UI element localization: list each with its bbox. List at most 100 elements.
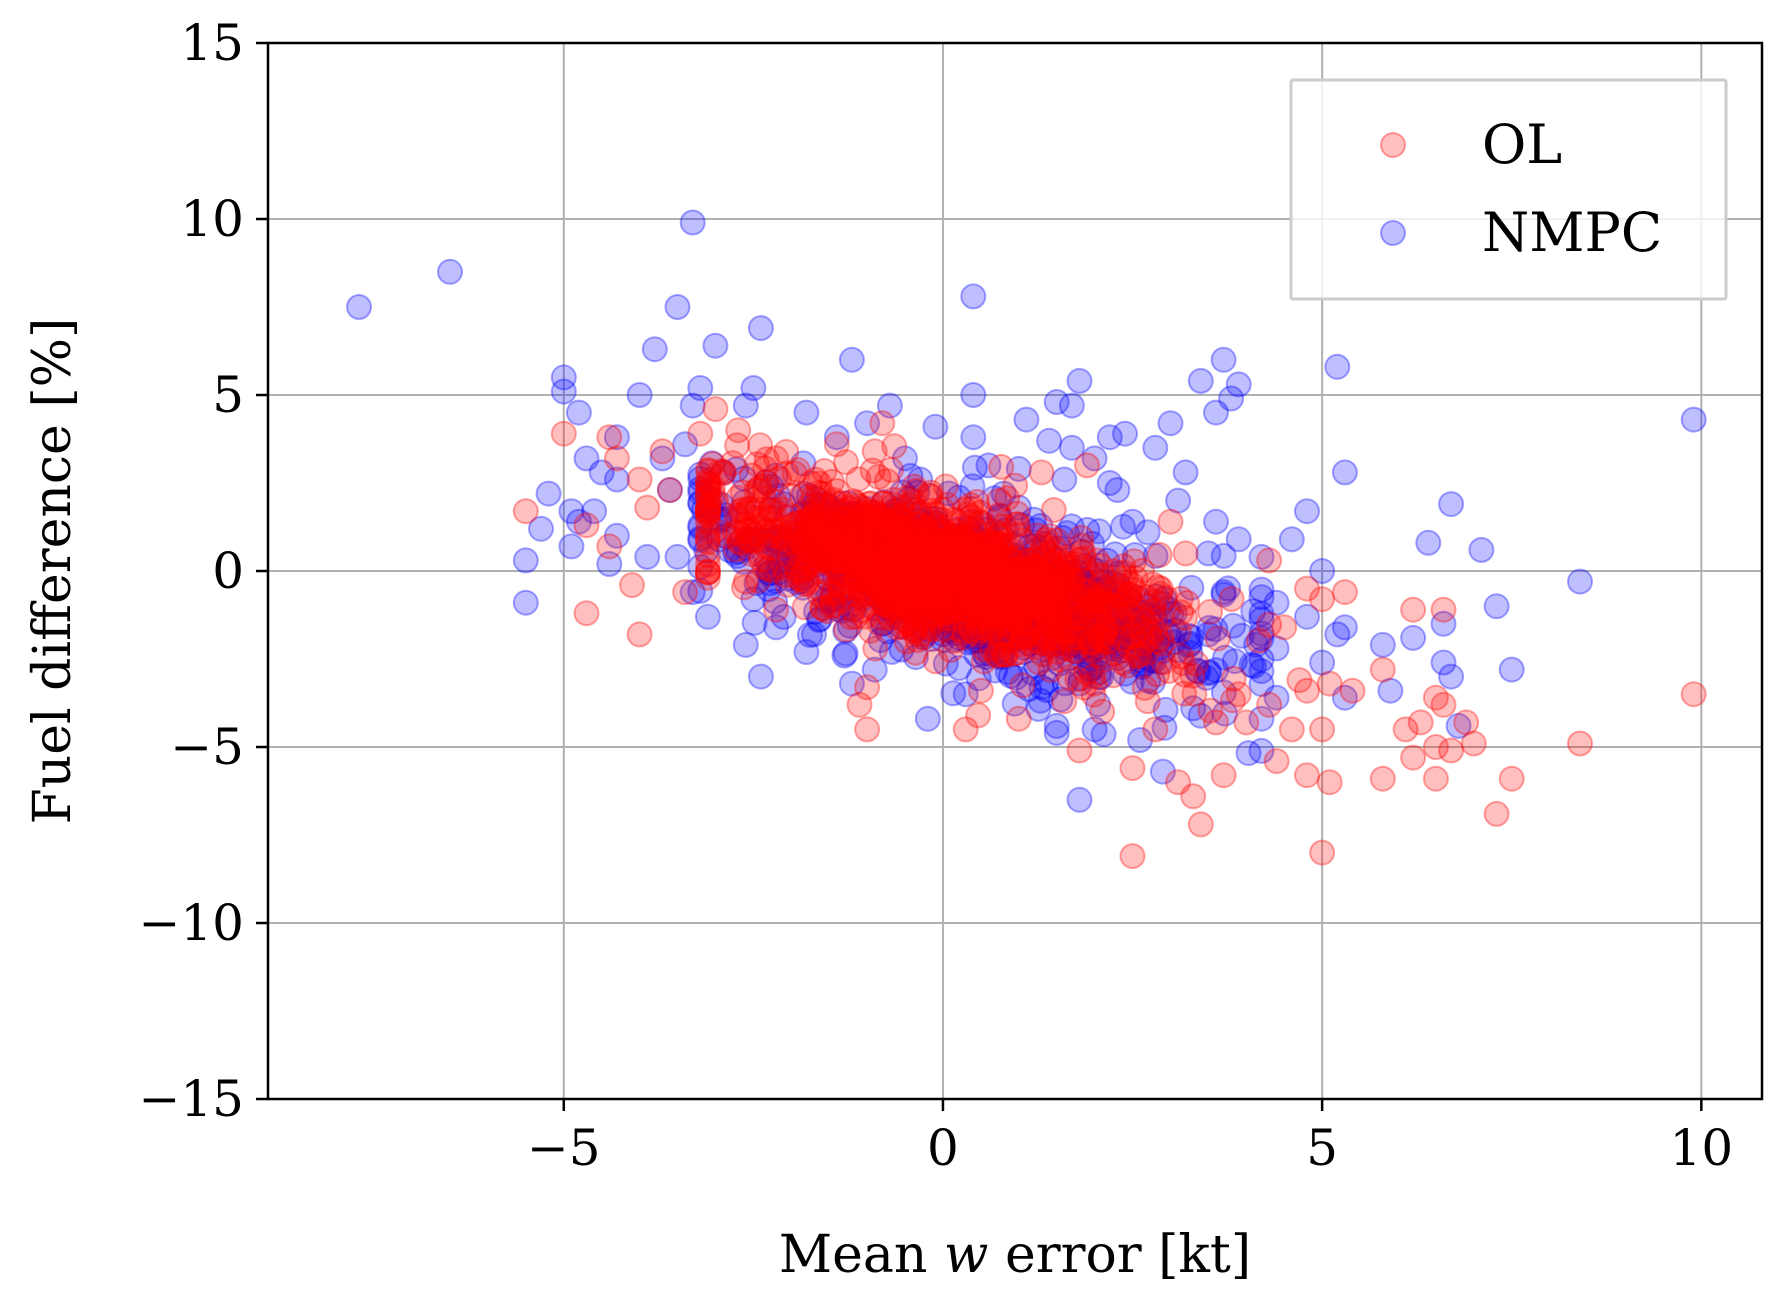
- data-point: [819, 516, 846, 543]
- data-point: [962, 606, 989, 633]
- data-point: [913, 547, 940, 573]
- data-point: [960, 522, 986, 549]
- data-point: [847, 504, 874, 531]
- data-point: [1111, 623, 1138, 650]
- data-point: [789, 564, 816, 590]
- data-point: [1084, 629, 1111, 656]
- data-point: [1210, 679, 1237, 706]
- data-point: [983, 610, 1010, 637]
- data-point: [1049, 524, 1076, 551]
- data-point: [758, 473, 785, 500]
- data-point: [710, 459, 736, 486]
- data-point: [1036, 603, 1063, 629]
- data-point: [842, 527, 869, 554]
- data-point: [1177, 630, 1204, 657]
- data-point: [880, 520, 907, 547]
- data-point: [949, 532, 976, 559]
- data-point: [821, 498, 848, 525]
- data-point: [813, 491, 840, 518]
- data-point: [912, 606, 939, 633]
- data-point: [1011, 634, 1038, 661]
- data-point: [1263, 748, 1290, 775]
- data-point: [945, 581, 972, 608]
- data-point: [1079, 555, 1106, 582]
- data-point: [930, 530, 957, 557]
- data-point: [881, 433, 908, 460]
- data-point: [1073, 659, 1100, 686]
- data-point: [908, 592, 935, 619]
- data-point: [931, 585, 958, 612]
- data-point: [1220, 612, 1247, 639]
- data-point: [834, 547, 861, 574]
- y-axis-label: Fuel difference [%]: [23, 318, 83, 825]
- data-point: [1090, 577, 1117, 604]
- data-point: [992, 571, 1019, 598]
- data-point: [818, 586, 845, 613]
- data-point: [565, 508, 592, 535]
- data-point: [1151, 586, 1178, 613]
- data-point: [959, 473, 986, 500]
- data-point: [1061, 624, 1087, 651]
- data-point: [942, 524, 969, 551]
- data-point: [899, 579, 926, 606]
- data-point: [853, 561, 880, 588]
- data-point: [1211, 700, 1238, 727]
- data-point: [753, 517, 780, 544]
- data-point: [803, 598, 829, 625]
- data-point: [826, 533, 853, 560]
- data-point: [833, 449, 859, 476]
- data-point: [1248, 606, 1275, 633]
- data-point: [1141, 617, 1168, 644]
- data-point: [862, 582, 889, 608]
- data-point: [846, 542, 873, 569]
- data-point: [1248, 705, 1275, 732]
- data-point: [993, 517, 1020, 544]
- data-point: [788, 566, 815, 593]
- data-point: [899, 571, 926, 598]
- data-point: [918, 543, 945, 570]
- data-point: [1063, 608, 1090, 635]
- data-point: [1060, 575, 1087, 602]
- data-point: [970, 582, 996, 609]
- data-point: [1003, 585, 1030, 612]
- data-point: [1203, 399, 1229, 426]
- data-point: [906, 592, 933, 619]
- data-point: [1108, 596, 1135, 623]
- data-point: [1026, 605, 1053, 632]
- data-point: [1024, 581, 1050, 608]
- data-point: [1129, 600, 1156, 626]
- data-point: [873, 522, 900, 549]
- data-point: [1084, 613, 1111, 640]
- data-point: [1117, 616, 1144, 643]
- data-point: [1147, 648, 1174, 675]
- data-point: [935, 568, 961, 595]
- data-point: [790, 533, 817, 560]
- data-point: [799, 500, 825, 527]
- data-point: [1011, 557, 1037, 583]
- data-point: [694, 603, 721, 630]
- data-point: [861, 656, 888, 683]
- data-point: [935, 591, 962, 618]
- data-point: [828, 597, 855, 624]
- data-point: [512, 589, 539, 616]
- data-point: [835, 552, 862, 579]
- data-point: [864, 508, 891, 535]
- data-point: [1030, 606, 1056, 633]
- data-point: [880, 521, 907, 547]
- data-point: [887, 574, 914, 601]
- data-point: [770, 491, 797, 518]
- data-point: [955, 515, 982, 542]
- data-point: [942, 562, 969, 589]
- data-point: [897, 462, 924, 489]
- data-point: [754, 548, 781, 575]
- data-point: [1043, 583, 1070, 610]
- data-point: [1567, 568, 1593, 595]
- data-point: [512, 498, 539, 525]
- data-point: [1016, 590, 1042, 617]
- data-point: [943, 599, 970, 625]
- data-point: [875, 505, 902, 532]
- data-point: [1091, 637, 1118, 664]
- data-point: [1033, 626, 1060, 653]
- data-point: [1088, 664, 1114, 691]
- data-point: [713, 506, 740, 533]
